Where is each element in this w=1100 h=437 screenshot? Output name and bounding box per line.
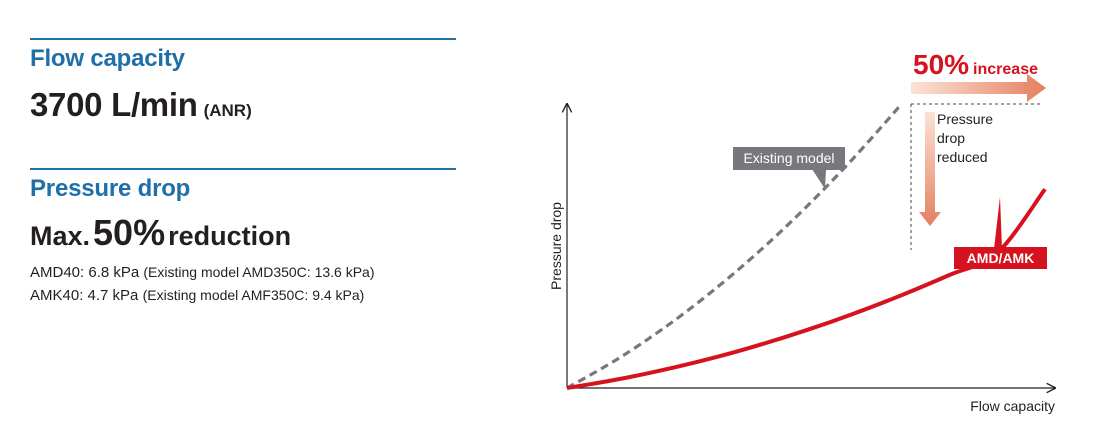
- pressure-drop-suffix: reduction: [168, 221, 292, 251]
- reduced-line-3: reduced: [937, 149, 988, 165]
- pressure-top-rule: [30, 168, 456, 170]
- pressure-drop-prefix: Max.: [30, 221, 91, 251]
- flow-capacity-unit: (ANR): [203, 101, 252, 120]
- amd-amk-curve: [566, 187, 1047, 390]
- existing-model-callout-pointer: [812, 169, 826, 189]
- flow-capacity-value: 3700 L/min: [30, 86, 198, 123]
- flow-top-rule: [30, 38, 456, 40]
- x-axis-label: Flow capacity: [970, 398, 1055, 414]
- increase-text: increase: [973, 61, 1038, 78]
- reduced-line-1: Pressure: [937, 111, 993, 127]
- y-axis-label: Pressure drop: [548, 202, 564, 290]
- pressure-detail-amk-note: (Existing model AMF350C: 9.4 kPa): [142, 287, 365, 303]
- increase-value: 50%: [913, 49, 969, 80]
- existing-model-legend: Existing model: [743, 150, 834, 166]
- pressure-detail-amk: AMK40: 4.7 kPa (Existing model AMF350C: …: [30, 287, 364, 304]
- reduced-arrow: [919, 112, 941, 226]
- pressure-detail-amk-main: AMK40: 4.7 kPa: [30, 287, 139, 304]
- pressure-detail-amd-note: (Existing model AMD350C: 13.6 kPa): [143, 264, 375, 280]
- pressure-drop-value: 50%: [93, 212, 166, 253]
- pressure-detail-amd-main: AMD40: 6.8 kPa: [30, 264, 140, 281]
- reduced-label: Pressure drop reduced: [937, 111, 997, 165]
- existing-model-curve: [566, 102, 903, 390]
- existing-model-callout: [733, 147, 845, 170]
- amd-amk-callout: [954, 247, 1047, 269]
- pressure-drop-heading: Pressure drop: [30, 175, 191, 202]
- pressure-detail-amd: AMD40: 6.8 kPa (Existing model AMD350C: …: [30, 264, 375, 281]
- increase-arrow: [911, 74, 1046, 102]
- amd-amk-callout-pointer: [994, 197, 1002, 249]
- flow-capacity-value-line: 3700 L/min (ANR): [30, 86, 252, 124]
- pressure-drop-value-line: Max.50% reduction: [30, 212, 291, 254]
- amd-amk-legend: AMD/AMK: [967, 250, 1035, 266]
- flow-capacity-heading: Flow capacity: [30, 45, 185, 72]
- increase-label: 50% increase: [913, 49, 1038, 80]
- reduced-line-2: drop: [937, 130, 965, 146]
